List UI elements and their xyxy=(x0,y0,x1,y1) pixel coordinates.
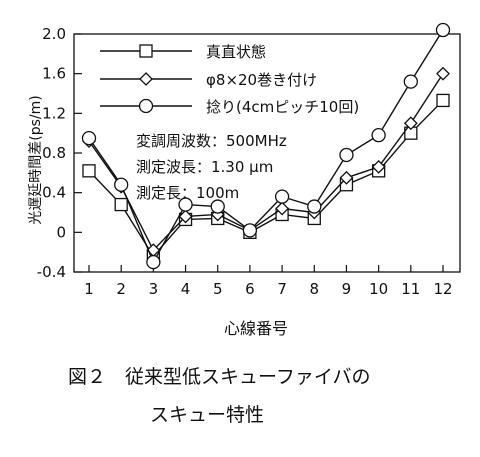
annotation-text: 変調周波数：500MHz xyxy=(136,132,287,150)
y-tick-label: -0.4 xyxy=(37,263,66,281)
y-axis-ticks: 2.0 1.6 1.2 0.8 0.4 0 -0.4 xyxy=(37,25,82,281)
legend-marker xyxy=(139,72,153,86)
y-tick-label: 0 xyxy=(56,223,66,241)
y-tick-label: 0.4 xyxy=(42,184,66,202)
x-tick-label: 11 xyxy=(401,280,420,298)
data-point xyxy=(274,189,290,204)
y-tick-label: 0.8 xyxy=(42,144,66,162)
data-point xyxy=(82,164,96,178)
data-point xyxy=(339,147,354,163)
annotations: 変調周波数：500MHz 測定波長：1.30 μm 測定長：100m xyxy=(136,132,287,202)
figure-caption-line-2: スキュー特性 xyxy=(150,404,265,426)
data-point xyxy=(81,130,97,146)
data-point xyxy=(339,170,354,185)
data-point xyxy=(242,223,258,238)
x-tick-label: 3 xyxy=(149,280,159,298)
legend-label: φ8×20巻き付け xyxy=(206,71,317,89)
y-tick-label: 1.6 xyxy=(42,65,66,83)
annotation-text: 測定波長：1.30 μm xyxy=(136,158,273,176)
data-point xyxy=(403,116,418,131)
data-point xyxy=(210,199,225,214)
x-tick-label: 2 xyxy=(116,280,126,298)
plot-frame xyxy=(73,33,461,273)
data-point xyxy=(435,22,451,38)
x-tick-label: 9 xyxy=(342,280,352,298)
x-tick-label: 7 xyxy=(277,280,287,298)
x-tick-label: 6 xyxy=(245,280,255,298)
y-tick-label: 1.2 xyxy=(42,104,66,122)
axes xyxy=(73,33,461,273)
legend-label: 真直状態 xyxy=(206,43,266,61)
series-line xyxy=(88,29,444,264)
figure-caption-line-1: 図２ 従来型低スキューファイバの xyxy=(68,366,371,388)
x-tick-label: 1 xyxy=(84,280,94,298)
series-circle xyxy=(81,22,451,270)
data-point xyxy=(114,197,128,212)
x-tick-label: 8 xyxy=(309,280,319,298)
y-tick-label: 2.0 xyxy=(42,25,66,43)
data-point xyxy=(371,159,386,174)
x-tick-label: 12 xyxy=(433,280,452,298)
annotation-text: 測定長：100m xyxy=(136,184,239,202)
legend-marker xyxy=(138,98,154,114)
x-axis-label: 心線番号 xyxy=(224,319,288,338)
data-point xyxy=(114,177,129,192)
x-tick-label: 10 xyxy=(369,280,388,298)
x-tick-label: 4 xyxy=(181,280,191,298)
series-line xyxy=(88,99,444,258)
data-point xyxy=(275,201,290,216)
legend-marker xyxy=(139,44,153,58)
data-point xyxy=(436,66,450,81)
data-point xyxy=(178,197,193,212)
x-tick-label: 5 xyxy=(213,280,223,298)
series-square xyxy=(82,93,450,263)
x-axis-ticks: 1 2 3 4 5 6 7 8 9 10 11 12 xyxy=(84,265,453,298)
data-point xyxy=(307,199,322,214)
data-point xyxy=(403,74,418,89)
legend-label: 捻り(4cmピッチ10回) xyxy=(206,98,359,116)
series-layer xyxy=(81,22,451,270)
data-point xyxy=(436,93,450,108)
series-line xyxy=(88,73,444,252)
data-point xyxy=(146,254,161,270)
data-point xyxy=(371,127,386,143)
data-point xyxy=(178,209,193,224)
y-axis-label: 光遅延時間差(ps/m) xyxy=(28,95,44,224)
